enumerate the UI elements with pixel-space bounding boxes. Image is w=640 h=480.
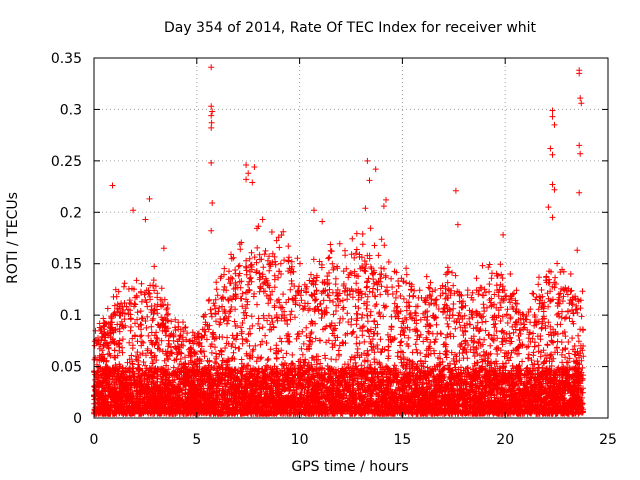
- y-tick-label: 0: [73, 411, 82, 427]
- x-tick-label: 0: [90, 432, 99, 448]
- y-tick-label: 0.2: [60, 205, 82, 221]
- y-tick-label: 0.1: [60, 308, 82, 324]
- y-tick-label: 0.05: [51, 360, 82, 376]
- grid-lines: [94, 58, 608, 418]
- chart-title: Day 354 of 2014, Rate Of TEC Index for r…: [164, 20, 537, 36]
- data-point-markers: [91, 64, 587, 417]
- y-tick-label: 0.35: [51, 51, 82, 67]
- y-tick-label: 0.15: [51, 257, 82, 273]
- y-tick-label: 0.3: [60, 102, 82, 118]
- data-points: [91, 64, 587, 417]
- plot-border: [93, 57, 609, 419]
- axis-ticks: 0 5 10 15 20 25 0 0.05 0.1 0.15 0.2 0.25 0.3 0.35: [51, 51, 617, 448]
- x-tick-label: 25: [599, 432, 617, 448]
- x-axis-label: GPS time / hours: [291, 459, 408, 475]
- x-tick-label: 15: [393, 432, 411, 448]
- y-tick-label: 0.25: [51, 154, 82, 170]
- x-tick-label: 5: [192, 432, 201, 448]
- y-axis-label: ROTI / TECUs: [5, 192, 21, 284]
- x-tick-label: 10: [291, 432, 309, 448]
- x-tick-label: 20: [496, 432, 514, 448]
